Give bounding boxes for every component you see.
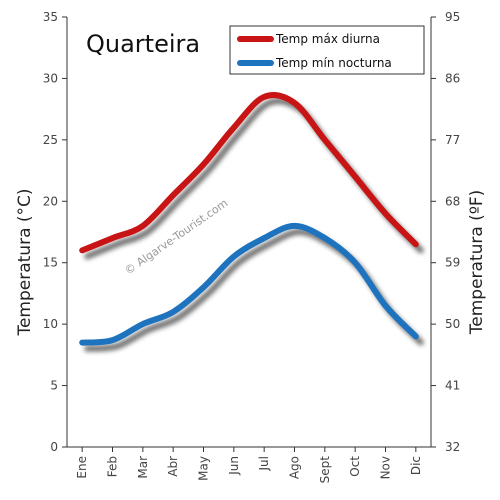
series-layer (79, 92, 419, 346)
x-tick-label: Ene (75, 456, 89, 479)
x-tick-label: Feb (106, 456, 120, 477)
data-point-series-0 (322, 137, 328, 143)
x-tick-label: Oct (348, 456, 362, 477)
legend-label-min: Temp mín nocturna (275, 56, 392, 70)
data-point-series-0 (79, 247, 85, 254)
y-axis-title-right: Temperatura (ºF) (467, 190, 487, 335)
data-point-series-0 (231, 124, 237, 131)
series-line-0 (79, 92, 419, 254)
y-tick-label-left: 35 (43, 10, 58, 24)
data-point-series-0 (200, 161, 207, 168)
chart-title: Quarteira (86, 30, 200, 58)
y-tick-label-left: 25 (43, 133, 58, 147)
data-point-series-1 (140, 321, 146, 327)
series-line-1 (79, 222, 419, 346)
data-point-series-0 (413, 241, 419, 247)
x-tick-label: Nov (379, 456, 393, 479)
data-point-series-0 (382, 210, 389, 217)
y-tick-label-left: 0 (50, 440, 58, 454)
x-tick-label: Sept (318, 456, 332, 484)
axes-layer: 0 5 10 15 20 25 30 35 32 41 50 59 68 77 86 95 Ene Feb Mar A… (43, 10, 461, 483)
data-point-series-0 (352, 174, 358, 180)
y-tick-label-right: 68 (445, 194, 460, 208)
legend-label-max: Temp máx diurna (275, 32, 380, 46)
y-tick-label-right: 50 (445, 317, 460, 331)
data-point-series-1 (170, 309, 176, 315)
y-tick-label-right: 59 (445, 256, 460, 270)
y-tick-label-left: 15 (43, 256, 58, 270)
data-point-series-0 (140, 223, 146, 229)
data-point-series-0 (261, 94, 267, 100)
y-axis-title-left: Temperatura (°C) (15, 188, 35, 336)
x-tick-label: May (197, 456, 211, 481)
x-tick-label: Dic (409, 456, 423, 475)
y-tick-label-right: 41 (445, 379, 460, 393)
x-tick-label: Abr (166, 456, 180, 477)
legend: Temp máx diurna Temp mín nocturna (229, 25, 425, 75)
data-point-series-1 (231, 253, 237, 260)
x-tick-label: Jun (227, 456, 241, 476)
data-point-series-1 (291, 223, 298, 229)
data-point-series-1 (382, 303, 389, 309)
data-point-series-0 (291, 100, 298, 106)
data-point-series-0 (109, 235, 116, 241)
y-tick-label-left: 10 (43, 317, 58, 331)
data-point-series-1 (413, 333, 419, 340)
y-tick-label-right: 32 (445, 440, 460, 454)
y-tick-label-left: 30 (43, 71, 58, 85)
data-point-series-1 (352, 260, 358, 266)
data-point-series-1 (322, 235, 328, 241)
y-tick-label-right: 86 (445, 71, 460, 85)
y-tick-label-right: 77 (445, 133, 460, 147)
x-tick-label: Jul (257, 456, 271, 471)
x-tick-label: Ago (288, 456, 302, 479)
y-tick-label-right: 95 (445, 10, 460, 24)
x-tick-label: Mar (136, 456, 150, 479)
data-point-series-0 (170, 192, 176, 198)
data-point-series-1 (79, 339, 85, 346)
data-point-series-1 (109, 337, 116, 343)
data-point-series-1 (200, 284, 207, 290)
data-point-series-1 (261, 235, 267, 241)
y-tick-label-left: 5 (50, 379, 58, 393)
y-tick-label-left: 20 (43, 194, 58, 208)
